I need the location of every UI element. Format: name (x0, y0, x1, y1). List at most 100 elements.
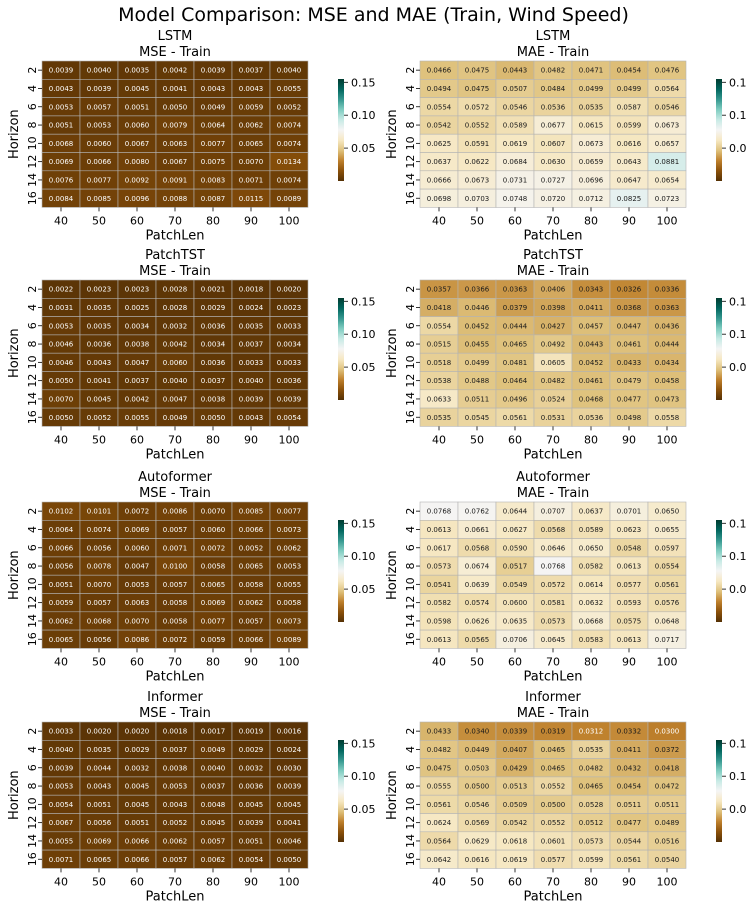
informer-mae-cell-label: 0.0482 (579, 764, 604, 772)
lstm-mae-cell-label: 0.0647 (617, 176, 642, 184)
autoformer-mae-cell-label: 0.0561 (655, 581, 680, 589)
lstm-mae-cell-label: 0.0703 (465, 195, 490, 203)
patchtst-mae-metric-title: MAE - Train (517, 264, 589, 279)
informer-mse-y-tick-label: 12 (26, 816, 39, 830)
autoformer-mse-colorbar-tick-label: 0.15 (351, 517, 376, 530)
patchtst-mae-cell-label: 0.0536 (579, 414, 604, 422)
lstm-mse-y-tick-label: 2 (26, 67, 39, 74)
lstm-mse-cell-label: 0.0050 (163, 103, 188, 111)
patchtst-mae-model-title: PatchTST (523, 248, 583, 263)
informer-mse-cell-label: 0.0045 (201, 819, 226, 827)
patchtst-mae-cell-label: 0.0363 (503, 286, 528, 294)
informer-mse-cell-label: 0.0069 (87, 837, 112, 845)
informer-mse-cell-label: 0.0065 (87, 856, 112, 864)
informer-mae-cell-label: 0.0616 (465, 856, 490, 864)
lstm-mse-cell-label: 0.0065 (239, 140, 264, 148)
lstm-mae-cell-label: 0.0546 (503, 103, 528, 111)
lstm-mae-cell-label: 0.0466 (427, 67, 452, 75)
lstm-mae-cell-label: 0.0727 (541, 176, 566, 184)
lstm-mse-cell-label: 0.0083 (201, 176, 226, 184)
informer-mse-cell-label: 0.0051 (87, 801, 112, 809)
informer-mse-metric-title: MSE - Train (139, 706, 211, 721)
autoformer-mae-y-tick-label: 10 (404, 577, 417, 591)
informer-mse-y-tick-label: 6 (26, 764, 39, 771)
lstm-mse-cell-label: 0.0066 (87, 158, 112, 166)
patchtst-mae-cell-label: 0.0406 (541, 286, 566, 294)
patchtst-mae-cell-label: 0.0368 (617, 304, 642, 312)
autoformer-mse-cell-label: 0.0072 (201, 544, 226, 552)
lstm-mse-colorbar (338, 79, 344, 181)
informer-mse-cell-label: 0.0017 (201, 728, 226, 736)
autoformer-mae-cell-label: 0.0648 (655, 617, 680, 625)
informer-mse-cell-label: 0.0043 (87, 783, 112, 791)
patchtst-mae-y-tick-label: 10 (404, 355, 417, 369)
patchtst-mse-cell-label: 0.0036 (277, 377, 302, 385)
patchtst-mae-x-tick-label: 70 (546, 433, 560, 446)
lstm-mae-cell-label: 0.0630 (541, 158, 566, 166)
lstm-mse-cell-label: 0.0039 (87, 85, 112, 93)
patchtst-mae-colorbar (716, 298, 722, 400)
patchtst-mae-cell-label: 0.0458 (655, 377, 680, 385)
informer-mae-x-tick-label: 60 (508, 875, 522, 888)
autoformer-mae-cell-label: 0.0768 (541, 563, 566, 571)
lstm-mae-cell-label: 0.0475 (465, 67, 490, 75)
patchtst-mae-cell-label: 0.0411 (579, 304, 604, 312)
lstm-mse-cell-label: 0.0052 (277, 103, 302, 111)
patchtst-mae-cell-label: 0.0447 (617, 322, 642, 330)
patchtst-mse-cell-label: 0.0024 (239, 304, 264, 312)
lstm-mae-cell-label: 0.0536 (541, 103, 566, 111)
autoformer-mse-cell-label: 0.0051 (49, 581, 74, 589)
informer-mae-cell-label: 0.0407 (503, 746, 528, 754)
autoformer-mse-cell-label: 0.0058 (277, 599, 302, 607)
lstm-mae-cell-label: 0.0666 (427, 176, 452, 184)
lstm-mae-colorbar-tick-label: 0.10 (729, 109, 747, 122)
autoformer-mse-y-tick-label: 14 (26, 614, 39, 628)
informer-mse-cell-label: 0.0039 (49, 764, 74, 772)
informer-mae-x-tick-label: 40 (432, 875, 446, 888)
lstm-mse-x-tick-label: 70 (168, 214, 182, 227)
autoformer-mae-cell-label: 0.0707 (541, 508, 566, 516)
autoformer-mae-cell-label: 0.0762 (465, 508, 490, 516)
autoformer-mse-x-tick-label: 80 (206, 655, 220, 668)
patchtst-mae-x-tick-label: 50 (470, 433, 484, 446)
autoformer-mae-cell-label: 0.0581 (541, 599, 566, 607)
lstm-mse-cell-label: 0.0069 (49, 158, 74, 166)
patchtst-mae-cell-label: 0.0477 (617, 395, 642, 403)
patchtst-mse-cell-label: 0.0055 (125, 414, 150, 422)
informer-mse-cell-label: 0.0040 (49, 746, 74, 754)
lstm-mse-cell-label: 0.0035 (125, 67, 150, 75)
informer-mse-cell-label: 0.0067 (49, 819, 74, 827)
autoformer-mse-cell-label: 0.0058 (163, 599, 188, 607)
autoformer-mse-y-tick-label: 2 (26, 508, 39, 515)
autoformer-mse-cell-label: 0.0059 (201, 636, 226, 644)
informer-mse-cell-label: 0.0046 (277, 837, 302, 845)
lstm-mae-colorbar-tick-label: 0.15 (729, 76, 747, 89)
informer-mae-cell-label: 0.0312 (579, 728, 604, 736)
informer-mae-cell-label: 0.0573 (579, 837, 604, 845)
lstm-mse-cell-label: 0.0055 (277, 85, 302, 93)
patchtst-mse-cell-label: 0.0021 (201, 286, 226, 294)
lstm-mse-cell-label: 0.0067 (163, 158, 188, 166)
informer-mse-cell-label: 0.0045 (125, 783, 150, 791)
lstm-mae-cell-label: 0.0475 (465, 85, 490, 93)
lstm-mae-cell-label: 0.0471 (579, 67, 604, 75)
informer-mse-y-tick-label: 8 (26, 783, 39, 790)
patchtst-mae-cell-label: 0.0465 (503, 341, 528, 349)
lstm-mse-cell-label: 0.0077 (201, 140, 226, 148)
autoformer-mse-y-tick-label: 10 (26, 577, 39, 591)
patchtst-mse-cell-label: 0.0042 (163, 341, 188, 349)
patchtst-mse-cell-label: 0.0023 (125, 286, 150, 294)
autoformer-mae-cell-label: 0.0582 (427, 599, 452, 607)
informer-mae-y-tick-label: 14 (404, 834, 417, 848)
patchtst-mae-cell-label: 0.0545 (465, 414, 490, 422)
informer-mae-cell-label: 0.0569 (465, 819, 490, 827)
lstm-mae-cell-label: 0.0673 (579, 140, 604, 148)
informer-mae-cell-label: 0.0482 (427, 746, 452, 754)
lstm-mae-cell-label: 0.0625 (427, 140, 452, 148)
patchtst-mse-x-tick-label: 80 (206, 433, 220, 446)
informer-mae-y-tick-label: 2 (404, 728, 417, 735)
informer-mae-cell-label: 0.0340 (465, 728, 490, 736)
autoformer-mse-cell-label: 0.0100 (163, 563, 188, 571)
autoformer-mse-cell-label: 0.0055 (277, 581, 302, 589)
lstm-mae-y-tick-label: 10 (404, 136, 417, 150)
